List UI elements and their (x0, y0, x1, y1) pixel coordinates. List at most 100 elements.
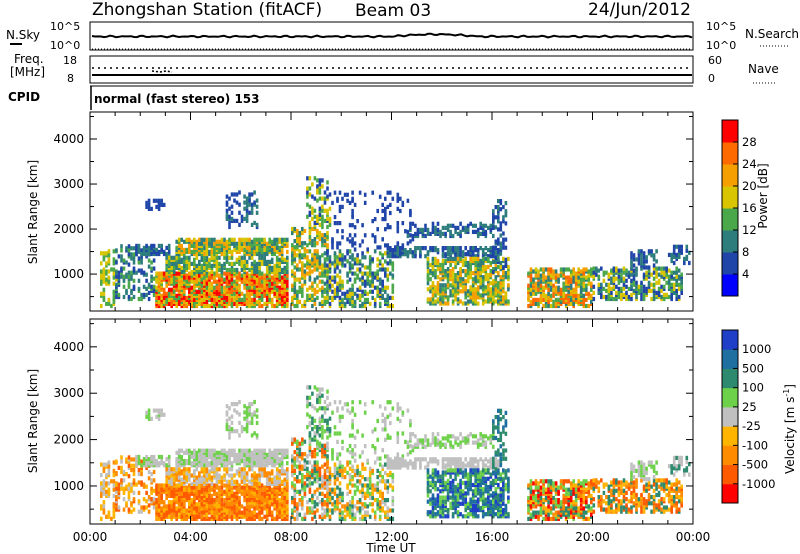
echo-cell (127, 274, 131, 279)
echo-cell (333, 221, 337, 226)
echo-cell (474, 295, 477, 300)
echo-cell (160, 271, 163, 276)
echo-cell (378, 277, 382, 282)
echo-cell (188, 243, 191, 248)
echo-cell (597, 268, 601, 273)
echo-cell (147, 290, 151, 295)
echo-cell (220, 485, 224, 490)
echo-cell (554, 289, 558, 294)
echo-cell (200, 452, 204, 457)
echo-cell (185, 279, 189, 284)
echo-cell (291, 230, 294, 236)
echo-cell (162, 504, 166, 509)
echo-cell (258, 245, 261, 250)
echo-cell (474, 275, 477, 280)
echo-cell (461, 277, 465, 282)
echo-cell (373, 271, 377, 276)
echo-cell (318, 182, 322, 187)
echo-cell (441, 297, 445, 302)
echo-cell (326, 299, 329, 304)
echo-cell (253, 471, 256, 476)
echo-cell (406, 241, 410, 246)
echo-cell (675, 296, 678, 302)
echo-cell (469, 262, 472, 268)
echo-cell (622, 292, 626, 297)
echo-cell (675, 288, 678, 293)
echo-cell (688, 250, 691, 255)
echo-cell (210, 255, 214, 260)
echo-cell (368, 261, 372, 266)
echo-cell (203, 279, 206, 284)
echo-cell (240, 255, 244, 260)
echo-cell (147, 249, 151, 254)
echo-cell (205, 463, 209, 468)
echo-cell (260, 506, 264, 511)
echo-cell (157, 206, 161, 211)
echo-cell (220, 263, 224, 268)
echo-cell (198, 259, 201, 264)
echo-cell (396, 192, 400, 197)
echo-cell (200, 297, 204, 302)
echo-cell (213, 285, 216, 290)
echo-cell (391, 283, 395, 288)
echo-cell (361, 263, 364, 268)
echo-cell (378, 287, 382, 292)
echo-cell (562, 281, 565, 286)
echo-cell (348, 255, 352, 260)
echo-cell (248, 485, 251, 490)
echo-cell (487, 225, 490, 230)
echo-cell (223, 514, 226, 519)
echo-cell (371, 219, 374, 224)
echo-cell (532, 269, 535, 274)
echo-cell (165, 510, 168, 515)
echo-cell (476, 291, 480, 296)
echo-cell (145, 243, 148, 248)
echo-cell (489, 273, 493, 278)
echo-cell (243, 273, 246, 278)
echo-cell (474, 287, 477, 292)
echo-cell (167, 514, 171, 519)
echo-cell (258, 237, 261, 242)
echo-cell (386, 277, 390, 282)
echo-cell (346, 299, 349, 304)
echo-cell (177, 301, 181, 306)
echo-cell (263, 514, 266, 519)
echo-cell (640, 253, 643, 258)
echo-cell (346, 259, 349, 264)
echo-cell (137, 480, 141, 485)
echo-cell (409, 248, 412, 253)
echo-cell (328, 255, 332, 260)
echo-cell (291, 261, 294, 266)
echo-cell (203, 467, 206, 472)
echo-cell (165, 514, 168, 519)
echo-cell (677, 252, 681, 257)
echo-cell (230, 473, 234, 478)
echo-cell (152, 488, 156, 493)
echo-cell (165, 255, 168, 260)
echo-cell (253, 487, 256, 492)
echo-cell (223, 502, 226, 507)
echo-cell (321, 224, 324, 230)
echo-cell (537, 273, 540, 278)
echo-cell (218, 500, 221, 505)
echo-cell (127, 507, 131, 512)
echo-cell (424, 254, 427, 259)
echo-cell (466, 279, 470, 284)
echo-cell (203, 457, 206, 462)
echo-cell (301, 261, 304, 266)
echo-cell (208, 271, 211, 276)
echo-cell (243, 259, 246, 264)
echo-cell (645, 259, 648, 264)
echo-cell (291, 253, 294, 258)
echo-cell (399, 250, 402, 255)
echo-cell (572, 277, 575, 282)
echo-cell (318, 206, 322, 211)
echo-cell (248, 255, 251, 260)
echo-cell (313, 249, 317, 254)
echo-cell (625, 290, 628, 295)
echo-cell (248, 299, 251, 304)
echo-cell (492, 259, 495, 264)
echo-cell (230, 489, 234, 494)
echo-cell (180, 469, 184, 474)
echo-cell (250, 504, 254, 509)
